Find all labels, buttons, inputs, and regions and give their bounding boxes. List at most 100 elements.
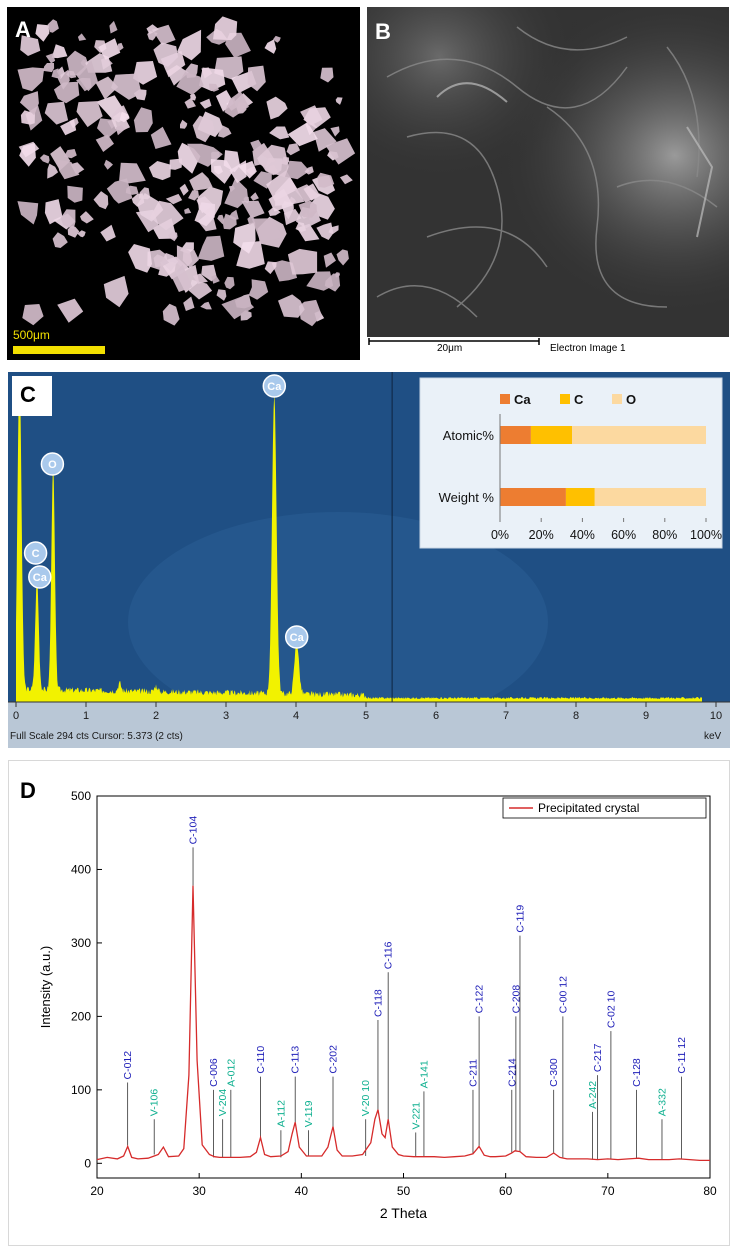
panel-c-eds-spectrum: 0 1 2 3 4 5 6 7 8 9 10 Ca O C Ca Ca Ca C O Atomic% Weight % 0… — [8, 372, 730, 748]
eds-chart: 0 1 2 3 4 5 6 7 8 9 10 Ca O C Ca Ca Ca C O Atomic% Weight % 0… — [8, 372, 730, 748]
inset-bar-segment — [530, 426, 573, 444]
panel-a-optical-image: A 500μm — [7, 7, 360, 360]
inset-bar-segment — [500, 488, 566, 506]
inset-legend-swatch — [500, 394, 510, 404]
xrd-y-axis-label: Intensity (a.u.) — [38, 946, 53, 1028]
eds-x-tick-label: 8 — [573, 710, 579, 722]
inset-x-tick-label: 20% — [529, 528, 554, 542]
panel-letter-c-box — [12, 376, 52, 416]
xrd-y-tick-label: 500 — [71, 789, 91, 803]
eds-x-tick-label: 3 — [223, 710, 229, 722]
xrd-x-tick-label: 70 — [601, 1184, 615, 1198]
inset-bar-segment — [572, 426, 706, 444]
eds-x-tick-label: 5 — [363, 710, 369, 722]
eds-peak-label: C — [32, 548, 40, 560]
scale-bar-label-b: 20μm — [437, 343, 463, 354]
xrd-peak-label: V-106 — [149, 1089, 161, 1117]
xrd-legend-label: Precipitated crystal — [538, 801, 639, 815]
eds-unit-label: keV — [704, 731, 722, 742]
xrd-peak-label: A-012 — [225, 1059, 237, 1087]
xrd-peak-label: V-221 — [410, 1102, 422, 1130]
xrd-peak-label: C-118 — [372, 989, 384, 1017]
scale-bar-label-a: 500μm — [13, 328, 50, 342]
xrd-peak-label: C-122 — [474, 985, 486, 1014]
xrd-y-tick-label: 300 — [71, 936, 91, 950]
eds-peak-label-circle — [23, 541, 48, 565]
xrd-x-axis-label: 2 Theta — [380, 1205, 427, 1221]
inset-x-tick-label: 80% — [652, 528, 677, 542]
panel-letter-d: D — [20, 778, 36, 803]
sem-micrograph — [367, 7, 729, 360]
xrd-peak-label: C-208 — [510, 985, 522, 1014]
xrd-x-tick-label: 20 — [90, 1184, 104, 1198]
xrd-y-tick-label: 100 — [71, 1083, 91, 1097]
eds-peak-label: O — [48, 459, 57, 471]
eds-peak-label: Ca — [33, 572, 48, 584]
inset-x-tick-label: 100% — [690, 528, 722, 542]
crystal-fragments — [17, 16, 356, 327]
eds-peak-label-circle — [28, 565, 52, 589]
inset-legend-label: O — [626, 392, 636, 407]
xrd-peak-label: V-20 10 — [360, 1080, 372, 1116]
inset-x-tick-label: 60% — [611, 528, 636, 542]
xrd-peak-label: C-300 — [548, 1058, 560, 1087]
inset-bar-segment — [565, 488, 595, 506]
xrd-x-tick-label: 60 — [499, 1184, 513, 1198]
panel-letter-c: C — [20, 382, 36, 407]
xrd-legend-box — [502, 797, 707, 819]
eds-x-tick-label: 6 — [433, 710, 439, 722]
xrd-y-tick-label: 200 — [71, 1009, 91, 1023]
xrd-y-tick-label: 0 — [84, 1156, 91, 1170]
eds-peak-label: Ca — [267, 381, 282, 393]
eds-x-tick-label: 2 — [153, 710, 159, 722]
panel-letter-a: A — [15, 17, 31, 42]
xrd-peak-label: C-119 — [514, 905, 526, 933]
xrd-peak-label: C-116 — [383, 941, 395, 969]
eds-peak-label-circle — [262, 374, 287, 398]
eds-axis-strip — [8, 702, 730, 748]
eds-x-tick-label: 4 — [293, 710, 299, 722]
inset-bar-segment — [594, 488, 706, 506]
eds-x-tick-label: 1 — [83, 710, 89, 722]
inset-legend-swatch — [612, 394, 622, 404]
eds-status-text: Full Scale 294 cts Cursor: 5.373 (2 cts) — [10, 731, 183, 742]
panel-letter-b: B — [375, 19, 391, 44]
xrd-peak-label: V-119 — [303, 1100, 315, 1127]
panel-b-sem-image: B 20μm Electron Image 1 — [367, 7, 729, 360]
xrd-peak-label: V-204 — [217, 1089, 229, 1117]
xrd-x-tick-label: 80 — [703, 1184, 717, 1198]
eds-peak-label-circle — [40, 452, 65, 476]
inset-chart-box — [419, 377, 723, 549]
xrd-peak-label: C-104 — [188, 816, 200, 845]
xrd-peak-label: C-202 — [328, 1045, 340, 1074]
inset-category-label: Weight % — [439, 490, 495, 505]
inset-x-tick-label: 40% — [570, 528, 595, 542]
xrd-peak-label: C-214 — [506, 1058, 518, 1087]
xrd-peak-label: C-006 — [208, 1058, 220, 1087]
inset-bar-segment — [500, 426, 531, 444]
xrd-peak-label: C-11 12 — [676, 1037, 688, 1074]
xrd-peak-label: C-217 — [592, 1043, 604, 1072]
eds-x-tick-label: 9 — [643, 710, 649, 722]
inset-legend-label: Ca — [514, 392, 531, 407]
xrd-peak-label: C-02 10 — [605, 991, 617, 1029]
eds-peak-label-circle — [284, 625, 309, 649]
xrd-peak-label: C-00 12 — [557, 976, 569, 1014]
xrd-peak-label: A-242 — [587, 1081, 599, 1109]
xrd-peak-label: A-141 — [418, 1060, 430, 1088]
xrd-peak-label: C-012 — [122, 1051, 134, 1080]
xrd-peak-label: A-112 — [275, 1100, 287, 1127]
inset-legend-swatch — [560, 394, 570, 404]
inset-legend-label: C — [574, 392, 584, 407]
inset-category-label: Atomic% — [443, 428, 495, 443]
xrd-peak-label: C-113 — [290, 1046, 302, 1074]
scale-bar-a — [13, 346, 105, 354]
xrd-peak-label: C-128 — [631, 1058, 643, 1087]
eds-peak-label: Ca — [290, 632, 305, 644]
eds-x-tick-label: 0 — [13, 710, 19, 722]
crystal-micrograph — [17, 16, 356, 327]
xrd-peak-label: C-110 — [255, 1046, 267, 1074]
xrd-x-tick-label: 40 — [295, 1184, 309, 1198]
xrd-peak-label: A-332 — [656, 1088, 668, 1116]
xrd-x-tick-label: 50 — [397, 1184, 411, 1198]
